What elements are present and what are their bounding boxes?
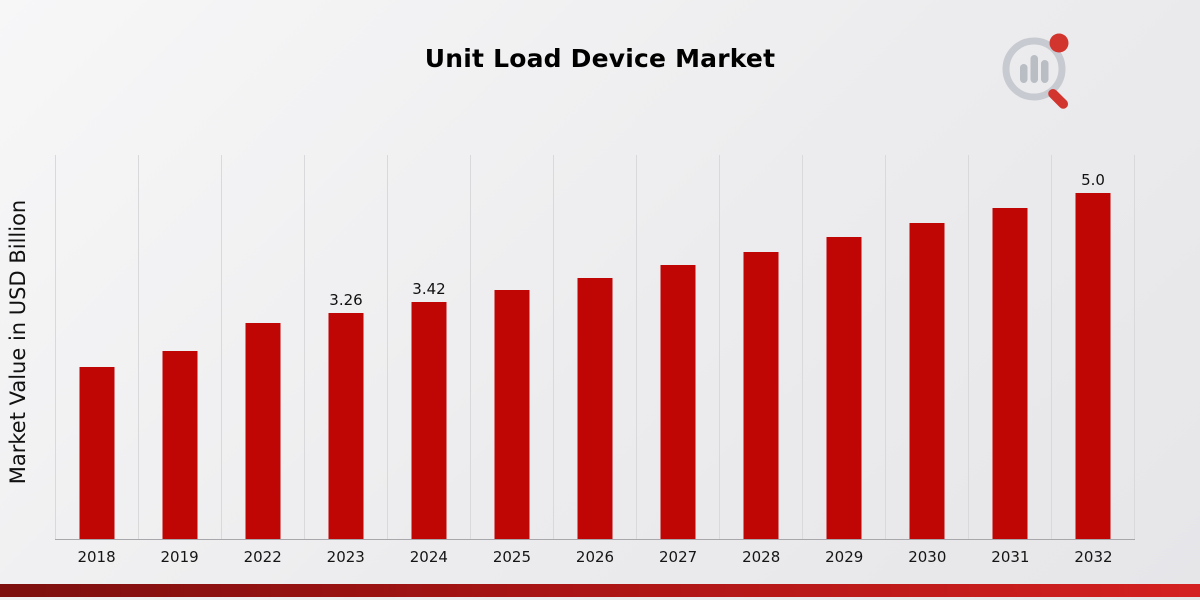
bar-2025 <box>494 289 530 539</box>
x-tick-label-2028: 2028 <box>742 548 781 566</box>
grid-column <box>636 155 719 539</box>
bar-2032 <box>1075 193 1111 539</box>
bar-value-label-2032: 5.0 <box>1081 171 1105 190</box>
mrfr-logo <box>992 28 1088 110</box>
footer-accent-strip <box>0 584 1200 597</box>
grid-column <box>55 155 138 539</box>
bar-2018 <box>79 366 115 539</box>
bar-2031 <box>992 207 1028 539</box>
x-tick-label-2019: 2019 <box>160 548 199 566</box>
logo-bar-icon <box>1041 60 1049 83</box>
logo-bar-icon <box>1030 55 1038 83</box>
chart-title: Unit Load Device Market <box>424 44 776 73</box>
x-tick-label-2025: 2025 <box>492 548 532 566</box>
y-axis-label: Market Value in USD Billion <box>6 199 30 485</box>
bar-2030 <box>909 222 945 539</box>
logo-graphic <box>1002 33 1069 109</box>
x-tick-label-2030: 2030 <box>908 548 947 566</box>
grid-column <box>221 155 304 539</box>
grid-column <box>885 155 968 539</box>
x-tick-label-2026: 2026 <box>575 548 615 566</box>
bar-2019 <box>162 350 198 539</box>
grid-column: 5.0 <box>1051 155 1135 539</box>
x-tick-label-2027: 2027 <box>658 548 698 566</box>
bar-2023 <box>328 313 364 539</box>
logo-handle-icon <box>1048 88 1069 109</box>
grid-column <box>719 155 802 539</box>
bar-2026 <box>577 278 613 539</box>
bar-2024 <box>411 302 447 539</box>
x-tick-label-2029: 2029 <box>825 548 864 566</box>
grid-column <box>138 155 221 539</box>
bar-2029 <box>826 236 862 539</box>
logo-bar-icon <box>1020 64 1028 83</box>
grid-column <box>802 155 885 539</box>
x-tick-label-2023: 2023 <box>326 548 365 566</box>
grid-column: 3.26 <box>304 155 387 539</box>
grid-column: 3.42 <box>387 155 470 539</box>
bar-2027 <box>660 265 696 539</box>
logo-dot-icon <box>1049 33 1069 53</box>
x-axis-labels: 2018 2019 2022 2023 2024 2025 2026 2027 2028 2029… <box>55 548 1135 566</box>
x-tick-label-2024: 2024 <box>409 548 448 566</box>
x-tick-label-2022: 2022 <box>243 548 282 566</box>
grid-column <box>470 155 553 539</box>
bar-value-label-2024: 3.42 <box>412 280 446 299</box>
x-tick-label-2018: 2018 <box>77 548 116 566</box>
logo-magnifier-ring-icon <box>1002 37 1066 101</box>
x-tick-label-2032: 2032 <box>1074 548 1113 566</box>
bar-2022 <box>245 323 281 539</box>
bar-value-label-2023: 3.26 <box>329 291 363 310</box>
grid-column <box>968 155 1051 539</box>
grid-column <box>553 155 636 539</box>
bar-2028 <box>743 251 779 539</box>
x-tick-label-2031: 2031 <box>991 548 1030 566</box>
plot-area: 3.26 3.42 5.0 <box>55 155 1135 540</box>
